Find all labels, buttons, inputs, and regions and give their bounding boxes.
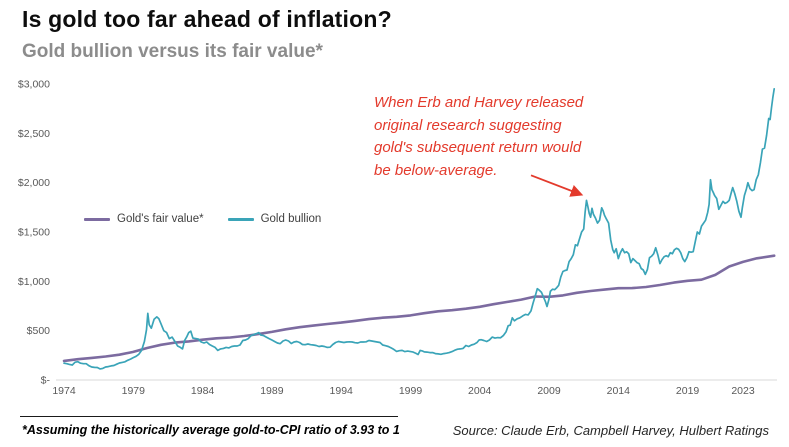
footnote-divider: [20, 416, 398, 417]
svg-text:$1,000: $1,000: [18, 276, 50, 288]
chart-legend: Gold's fair value* Gold bullion: [84, 213, 321, 225]
svg-text:2009: 2009: [537, 385, 561, 397]
svg-text:2023: 2023: [731, 385, 755, 397]
legend-label-gold-bullion: Gold bullion: [260, 213, 322, 225]
svg-text:1979: 1979: [122, 385, 146, 397]
svg-text:1994: 1994: [330, 385, 354, 397]
svg-text:1974: 1974: [52, 385, 76, 397]
svg-text:$2,000: $2,000: [18, 177, 50, 189]
svg-text:1984: 1984: [191, 385, 215, 397]
svg-text:2004: 2004: [468, 385, 492, 397]
legend-item-gold-bullion: Gold bullion: [227, 213, 322, 225]
svg-text:$500: $500: [27, 325, 51, 337]
footnote: *Assuming the historically average gold-…: [22, 423, 400, 437]
svg-text:$2,500: $2,500: [18, 128, 50, 140]
fair-value-line-swatch: [84, 217, 110, 221]
page-subtitle: Gold bullion versus its fair value*: [22, 41, 323, 62]
svg-text:$-: $-: [41, 375, 51, 387]
svg-text:1999: 1999: [399, 385, 423, 397]
svg-text:$1,500: $1,500: [18, 227, 50, 239]
svg-text:$3,000: $3,000: [18, 79, 50, 91]
legend-label-fair-value: Gold's fair value*: [117, 213, 204, 225]
svg-text:2014: 2014: [607, 385, 631, 397]
gold-bullion-line-swatch: [227, 217, 254, 221]
legend-item-fair-value: Gold's fair value*: [84, 213, 204, 225]
source-credit: Source: Claude Erb, Campbell Harvey, Hul…: [452, 423, 769, 438]
annotation-text: When Erb and Harvey released original re…: [374, 94, 584, 179]
svg-text:2019: 2019: [676, 385, 700, 397]
page-title: Is gold too far ahead of inflation?: [22, 6, 392, 32]
svg-text:1989: 1989: [260, 385, 284, 397]
